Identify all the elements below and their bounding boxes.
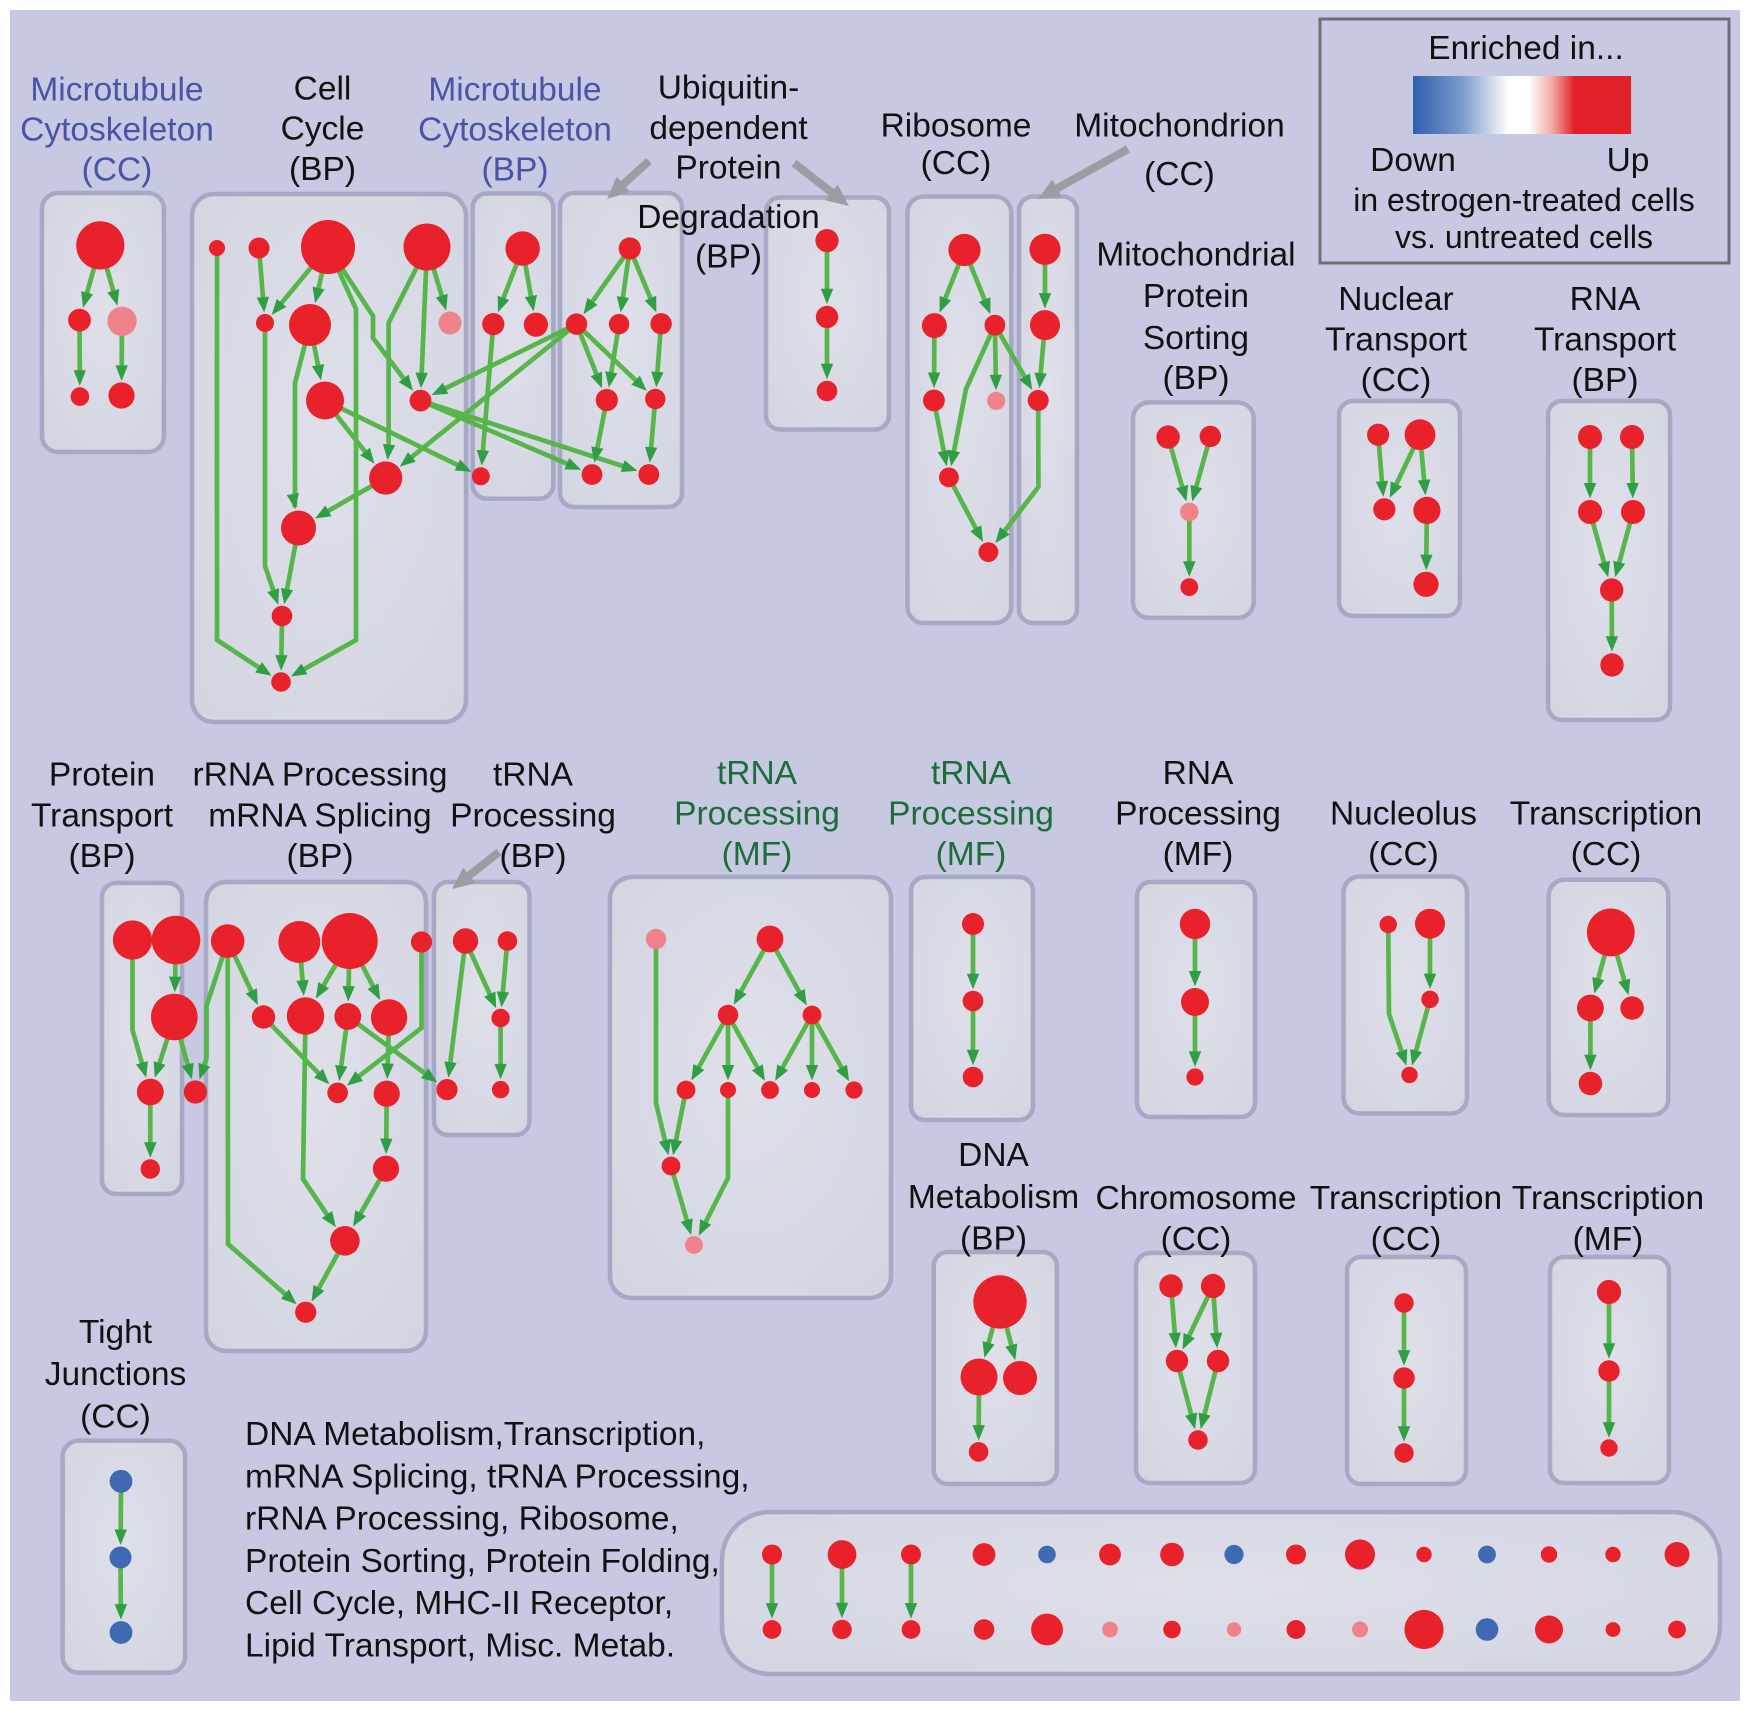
svg-text:Transport: Transport	[1325, 322, 1468, 359]
svg-text:Tight: Tight	[79, 1314, 153, 1351]
svg-text:(MF): (MF)	[1573, 1221, 1644, 1258]
svg-text:Cytoskeleton: Cytoskeleton	[20, 112, 214, 149]
svg-text:Transport: Transport	[1534, 322, 1677, 359]
svg-text:Cell Cycle, MHC-II Receptor,: Cell Cycle, MHC-II Receptor,	[245, 1585, 673, 1622]
svg-text:Degradation: Degradation	[637, 199, 820, 236]
svg-text:(BP): (BP)	[500, 838, 567, 875]
svg-text:(BP): (BP)	[695, 239, 762, 276]
svg-text:(CC): (CC)	[1144, 156, 1215, 193]
svg-text:Transport: Transport	[31, 798, 174, 835]
svg-text:RNA: RNA	[1570, 281, 1641, 318]
svg-text:Processing: Processing	[888, 796, 1054, 833]
svg-text:vs. untreated cells: vs. untreated cells	[1395, 219, 1653, 255]
svg-text:Up: Up	[1607, 142, 1650, 179]
svg-text:Junctions: Junctions	[45, 1356, 187, 1393]
svg-text:(CC): (CC)	[1368, 836, 1439, 873]
svg-text:Down: Down	[1370, 142, 1456, 179]
svg-text:(CC): (CC)	[1361, 362, 1432, 399]
svg-text:(CC): (CC)	[921, 145, 992, 182]
svg-text:Transcription: Transcription	[1512, 1180, 1704, 1217]
svg-text:DNA Metabolism,Transcription,: DNA Metabolism,Transcription,	[245, 1416, 705, 1453]
svg-text:(BP): (BP)	[69, 838, 136, 875]
svg-text:Protein: Protein	[675, 149, 781, 186]
svg-text:(BP): (BP)	[482, 152, 549, 189]
svg-text:rRNA Processing, Ribosome,: rRNA Processing, Ribosome,	[245, 1501, 679, 1538]
svg-text:(BP): (BP)	[289, 151, 356, 188]
svg-text:in estrogen-treated cells: in estrogen-treated cells	[1353, 182, 1695, 218]
svg-text:Processing: Processing	[1115, 796, 1281, 833]
svg-text:Ubiquitin-: Ubiquitin-	[658, 69, 800, 106]
svg-text:(MF): (MF)	[1163, 836, 1234, 873]
svg-text:(MF): (MF)	[936, 836, 1007, 873]
svg-text:Processing: Processing	[450, 798, 616, 835]
svg-text:Nuclear: Nuclear	[1338, 281, 1453, 318]
svg-text:(BP): (BP)	[1572, 362, 1639, 399]
svg-text:Microtubule: Microtubule	[30, 72, 203, 109]
svg-text:Mitochondrion: Mitochondrion	[1074, 108, 1284, 145]
svg-text:(CC): (CC)	[1161, 1221, 1232, 1258]
svg-text:tRNA: tRNA	[717, 755, 798, 792]
svg-text:(BP): (BP)	[1163, 360, 1230, 397]
svg-text:(MF): (MF)	[722, 836, 793, 873]
svg-text:(BP): (BP)	[960, 1221, 1027, 1258]
svg-text:(BP): (BP)	[287, 838, 354, 875]
svg-text:Protein Sorting, Protein Foldi: Protein Sorting, Protein Folding,	[245, 1543, 720, 1580]
svg-text:dependent: dependent	[649, 110, 808, 147]
svg-text:Microtubule: Microtubule	[428, 72, 601, 109]
svg-text:Protein: Protein	[1143, 278, 1249, 315]
svg-text:(CC): (CC)	[1571, 836, 1642, 873]
svg-text:RNA: RNA	[1163, 755, 1234, 792]
svg-text:Cytoskeleton: Cytoskeleton	[418, 112, 612, 149]
svg-text:mRNA Splicing: mRNA Splicing	[208, 798, 431, 835]
svg-text:Lipid Transport, Misc. Metab.: Lipid Transport, Misc. Metab.	[245, 1628, 675, 1665]
svg-text:rRNA Processing: rRNA Processing	[192, 757, 447, 794]
svg-text:DNA: DNA	[958, 1137, 1029, 1174]
svg-text:Chromosome: Chromosome	[1095, 1180, 1296, 1217]
svg-text:(CC): (CC)	[1371, 1221, 1442, 1258]
svg-text:(CC): (CC)	[82, 152, 153, 189]
svg-text:tRNA: tRNA	[493, 757, 574, 794]
svg-text:(CC): (CC)	[80, 1399, 151, 1436]
svg-text:Processing: Processing	[674, 796, 840, 833]
svg-text:Transcription: Transcription	[1510, 796, 1702, 833]
svg-text:Protein: Protein	[49, 757, 155, 794]
svg-text:Cycle: Cycle	[281, 111, 365, 148]
svg-text:Enriched in...: Enriched in...	[1428, 30, 1624, 67]
svg-text:Nucleolus: Nucleolus	[1330, 796, 1477, 833]
svg-text:Ribosome: Ribosome	[881, 108, 1032, 145]
svg-text:mRNA Splicing, tRNA Processing: mRNA Splicing, tRNA Processing,	[245, 1458, 750, 1495]
svg-text:Transcription: Transcription	[1310, 1180, 1502, 1217]
svg-text:Sorting: Sorting	[1143, 320, 1249, 357]
svg-text:Metabolism: Metabolism	[908, 1179, 1079, 1216]
svg-text:Mitochondrial: Mitochondrial	[1096, 237, 1295, 274]
svg-text:Cell: Cell	[294, 70, 352, 107]
svg-text:tRNA: tRNA	[931, 755, 1012, 792]
